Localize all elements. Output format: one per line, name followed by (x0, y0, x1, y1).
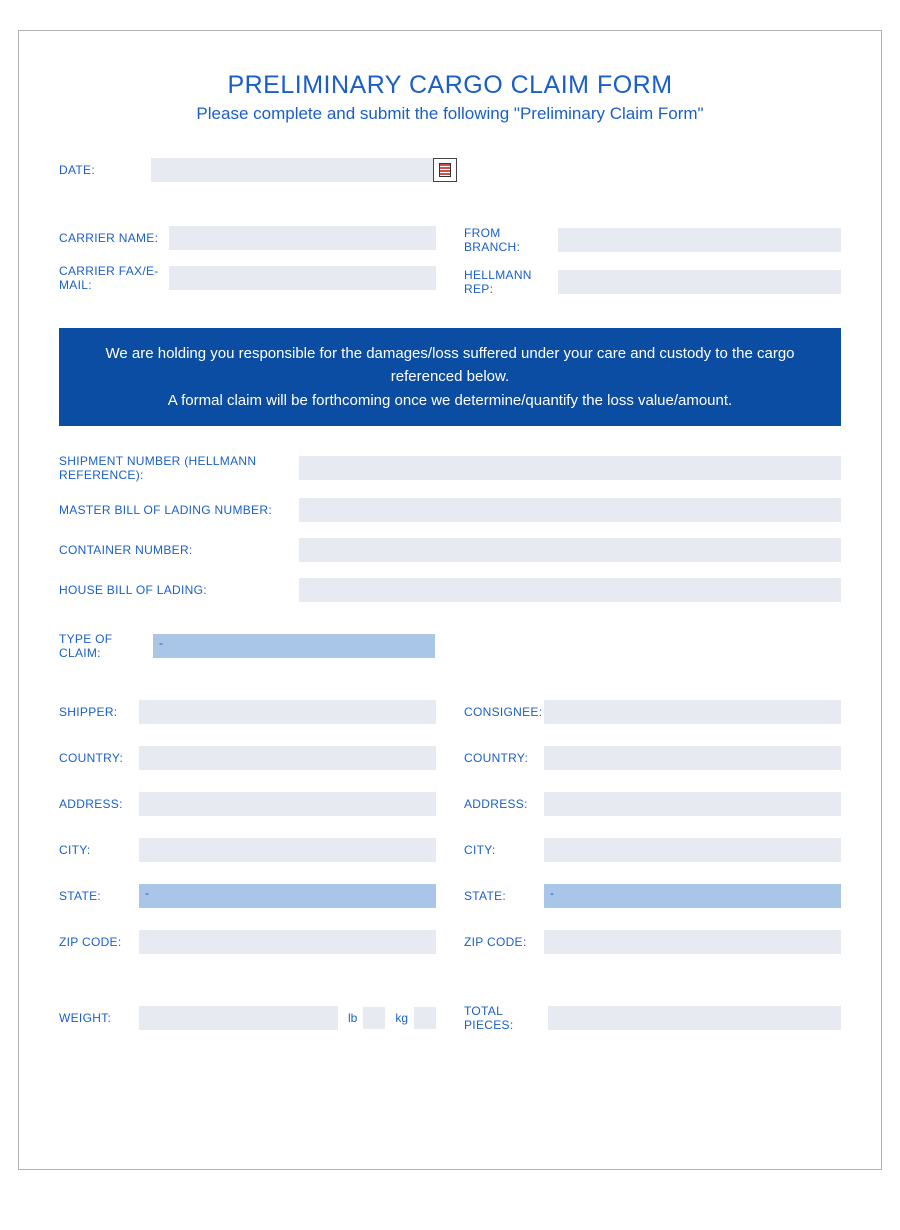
shipper-address-input[interactable] (139, 792, 436, 816)
container-number-label: CONTAINER NUMBER: (59, 543, 299, 557)
hbl-input[interactable] (299, 578, 841, 602)
type-of-claim-label: TYPE OF CLAIM: (59, 632, 153, 660)
from-branch-label: FROM BRANCH: (464, 226, 558, 254)
calendar-icon (439, 163, 451, 177)
consignee-column: CONSIGNEE: COUNTRY: ADDRESS: CITY: STATE… (464, 700, 841, 976)
carrier-fax-email-input[interactable] (169, 266, 436, 290)
consignee-country-input[interactable] (544, 746, 841, 770)
consignee-city-input[interactable] (544, 838, 841, 862)
weight-pieces-row: WEIGHT: lb kg TOTAL PIECES: (59, 1004, 841, 1032)
lb-label: lb (348, 1011, 357, 1025)
hbl-label: HOUSE BILL OF LADING: (59, 583, 299, 597)
weight-input[interactable] (139, 1006, 338, 1030)
form-title: PRELIMINARY CARGO CLAIM FORM (59, 71, 841, 100)
consignee-address-label: ADDRESS: (464, 797, 544, 811)
shipper-country-label: COUNTRY: (59, 751, 139, 765)
date-row: DATE: (59, 158, 841, 182)
carrier-fax-email-label: CARRIER FAX/E-MAIL: (59, 264, 169, 292)
container-number-input[interactable] (299, 538, 841, 562)
hellmann-rep-input[interactable] (558, 270, 841, 294)
banner-line2: A formal claim will be forthcoming once … (89, 389, 811, 412)
consignee-state-label: STATE: (464, 889, 544, 903)
shipment-number-input[interactable] (299, 456, 841, 480)
date-picker-button[interactable] (433, 158, 457, 182)
consignee-address-input[interactable] (544, 792, 841, 816)
type-of-claim-select[interactable] (153, 634, 435, 658)
banner-line1: We are holding you responsible for the d… (89, 342, 811, 389)
shipper-input[interactable] (139, 700, 436, 724)
weight-label: WEIGHT: (59, 1011, 139, 1025)
form-page: PRELIMINARY CARGO CLAIM FORM Please comp… (18, 30, 882, 1170)
from-branch-input[interactable] (558, 228, 841, 252)
consignee-zip-input[interactable] (544, 930, 841, 954)
total-pieces-input[interactable] (548, 1006, 841, 1030)
kg-label: kg (395, 1011, 408, 1025)
shipper-address-label: ADDRESS: (59, 797, 139, 811)
shipment-number-label: SHIPMENT NUMBER (HELLMANN REFERENCE): (59, 454, 299, 482)
form-subtitle: Please complete and submit the following… (59, 104, 841, 124)
mbl-label: MASTER BILL OF LADING NUMBER: (59, 503, 299, 517)
consignee-state-select[interactable] (544, 884, 841, 908)
responsibility-banner: We are holding you responsible for the d… (59, 328, 841, 426)
consignee-input[interactable] (544, 700, 841, 724)
shipper-country-input[interactable] (139, 746, 436, 770)
shipment-section: SHIPMENT NUMBER (HELLMANN REFERENCE): MA… (59, 454, 841, 602)
shipper-state-label: STATE: (59, 889, 139, 903)
shipper-column: SHIPPER: COUNTRY: ADDRESS: CITY: STATE: … (59, 700, 436, 976)
kg-checkbox[interactable] (414, 1007, 436, 1029)
shipper-city-label: CITY: (59, 843, 139, 857)
date-input[interactable] (151, 158, 433, 182)
hellmann-rep-label: HELLMANN REP: (464, 268, 558, 296)
shipper-state-select[interactable] (139, 884, 436, 908)
shipper-zip-label: ZIP CODE: (59, 935, 139, 949)
consignee-zip-label: ZIP CODE: (464, 935, 544, 949)
type-of-claim-row: TYPE OF CLAIM: (59, 632, 841, 660)
carrier-name-label: CARRIER NAME: (59, 231, 169, 245)
lb-checkbox[interactable] (363, 1007, 385, 1029)
consignee-label: CONSIGNEE: (464, 705, 544, 719)
carrier-section: CARRIER NAME: CARRIER FAX/E-MAIL: FROM B… (59, 226, 841, 310)
total-pieces-label: TOTAL PIECES: (464, 1004, 548, 1032)
carrier-name-input[interactable] (169, 226, 436, 250)
mbl-input[interactable] (299, 498, 841, 522)
date-label: DATE: (59, 163, 151, 177)
shipper-label: SHIPPER: (59, 705, 139, 719)
shipper-zip-input[interactable] (139, 930, 436, 954)
form-header: PRELIMINARY CARGO CLAIM FORM Please comp… (59, 71, 841, 124)
consignee-city-label: CITY: (464, 843, 544, 857)
shipper-city-input[interactable] (139, 838, 436, 862)
consignee-country-label: COUNTRY: (464, 751, 544, 765)
address-section: SHIPPER: COUNTRY: ADDRESS: CITY: STATE: … (59, 700, 841, 976)
